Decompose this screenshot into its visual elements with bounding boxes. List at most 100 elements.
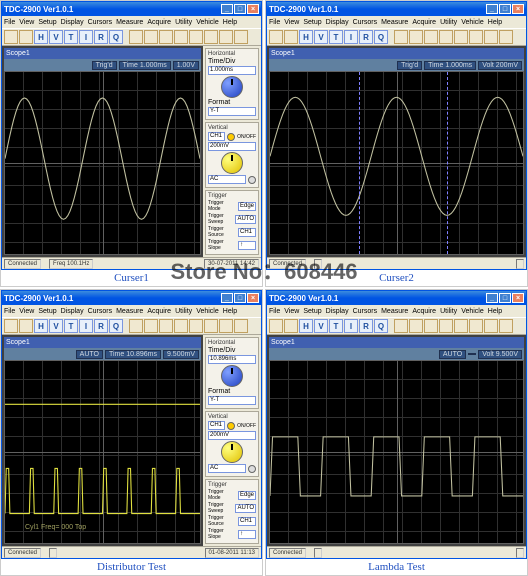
toolbar-q-button[interactable]: Q [109, 319, 123, 333]
cursor-line[interactable] [447, 72, 448, 254]
menu-utility[interactable]: Utility [175, 19, 192, 26]
toolbar-icon-4[interactable] [454, 30, 468, 44]
close-button[interactable]: × [247, 293, 259, 303]
menu-cursors[interactable]: Cursors [88, 19, 113, 26]
menu-help[interactable]: Help [223, 19, 237, 26]
menu-file[interactable]: File [269, 19, 280, 26]
timediv-input[interactable]: 1.000ms [208, 66, 256, 75]
maximize-button[interactable]: □ [499, 293, 511, 303]
toolbar-icon-0[interactable] [394, 30, 408, 44]
titlebar[interactable]: TDC-2900 Ver1.0.1 _ □ × [2, 2, 261, 16]
menu-view[interactable]: View [19, 308, 34, 315]
menu-help[interactable]: Help [488, 308, 502, 315]
toolbar-t-button[interactable]: T [64, 30, 78, 44]
toolbar-icon-5[interactable] [204, 319, 218, 333]
vertical-knob[interactable] [221, 152, 243, 174]
menu-utility[interactable]: Utility [440, 308, 457, 315]
toolbar-icon-2[interactable] [424, 30, 438, 44]
scope-canvas[interactable] [4, 71, 201, 255]
format-input[interactable]: Y-T [208, 396, 256, 405]
trig-sweep[interactable]: AUTO [235, 215, 256, 224]
volts-input[interactable]: 200mV [208, 431, 256, 440]
cursor-line[interactable] [359, 72, 360, 254]
vertical-knob[interactable] [221, 441, 243, 463]
toolbar-h-button[interactable]: H [299, 319, 313, 333]
toolbar-icon-5[interactable] [469, 30, 483, 44]
toolbar-open-icon[interactable] [4, 319, 18, 333]
trig-slope[interactable]: ↑ [238, 530, 256, 539]
menu-vehicle[interactable]: Vehicle [461, 19, 484, 26]
trig-src[interactable]: CH1 [238, 228, 256, 237]
menu-display[interactable]: Display [326, 308, 349, 315]
toolbar-save-icon[interactable] [284, 319, 298, 333]
menu-setup[interactable]: Setup [38, 308, 56, 315]
maximize-button[interactable]: □ [234, 293, 246, 303]
scope-canvas[interactable]: Cyl1 Freq= 000 Top [4, 360, 201, 544]
trig-mode[interactable]: Edge [238, 202, 256, 211]
ch-select[interactable]: CH1 [208, 421, 225, 430]
menu-view[interactable]: View [19, 19, 34, 26]
titlebar[interactable]: TDC-2900 Ver1.0.1 _ □ × [2, 291, 261, 305]
toolbar-icon-0[interactable] [129, 319, 143, 333]
toolbar-icon-1[interactable] [409, 319, 423, 333]
toolbar-q-button[interactable]: Q [374, 30, 388, 44]
scope-canvas[interactable] [269, 360, 524, 544]
menu-cursors[interactable]: Cursors [353, 19, 378, 26]
toolbar-v-button[interactable]: V [49, 319, 63, 333]
menu-setup[interactable]: Setup [303, 19, 321, 26]
close-button[interactable]: × [247, 4, 259, 14]
menu-cursors[interactable]: Cursors [353, 308, 378, 315]
ch-indicator[interactable] [227, 133, 235, 141]
horizontal-knob[interactable] [221, 76, 243, 98]
toolbar-open-icon[interactable] [4, 30, 18, 44]
menu-file[interactable]: File [269, 308, 280, 315]
menu-acquire[interactable]: Acquire [412, 308, 436, 315]
ch-select[interactable]: CH1 [208, 132, 225, 141]
coupling-input[interactable]: AC [208, 464, 246, 473]
timediv-input[interactable]: 10.896ms [208, 355, 256, 364]
menu-help[interactable]: Help [488, 19, 502, 26]
coupling-input[interactable]: AC [208, 175, 246, 184]
toolbar-r-button[interactable]: R [94, 30, 108, 44]
toolbar-icon-4[interactable] [454, 319, 468, 333]
menu-acquire[interactable]: Acquire [147, 19, 171, 26]
toolbar-icon-1[interactable] [409, 30, 423, 44]
menu-help[interactable]: Help [223, 308, 237, 315]
format-input[interactable]: Y-T [208, 107, 256, 116]
toolbar-icon-4[interactable] [189, 30, 203, 44]
toolbar-icon-3[interactable] [174, 30, 188, 44]
toolbar-icon-5[interactable] [469, 319, 483, 333]
menu-view[interactable]: View [284, 308, 299, 315]
menu-display[interactable]: Display [326, 19, 349, 26]
menu-cursors[interactable]: Cursors [88, 308, 113, 315]
trig-sweep[interactable]: AUTO [235, 504, 256, 513]
toolbar-icon-7[interactable] [499, 30, 513, 44]
toolbar-icon-2[interactable] [159, 30, 173, 44]
toolbar-v-button[interactable]: V [49, 30, 63, 44]
toolbar-icon-3[interactable] [439, 30, 453, 44]
toolbar-icon-0[interactable] [129, 30, 143, 44]
toolbar-icon-6[interactable] [219, 30, 233, 44]
minimize-button[interactable]: _ [486, 293, 498, 303]
toolbar-save-icon[interactable] [19, 30, 33, 44]
toolbar-v-button[interactable]: V [314, 30, 328, 44]
titlebar[interactable]: TDC-2900 Ver1.0.1 _ □ × [267, 291, 526, 305]
toolbar-i-button[interactable]: I [79, 319, 93, 333]
ch-indicator[interactable] [227, 422, 235, 430]
menu-vehicle[interactable]: Vehicle [196, 19, 219, 26]
toolbar-save-icon[interactable] [284, 30, 298, 44]
minimize-button[interactable]: _ [221, 293, 233, 303]
scope-canvas[interactable] [269, 71, 524, 255]
toolbar-icon-7[interactable] [234, 319, 248, 333]
menu-setup[interactable]: Setup [38, 19, 56, 26]
menu-measure[interactable]: Measure [381, 308, 408, 315]
menu-utility[interactable]: Utility [440, 19, 457, 26]
toolbar-q-button[interactable]: Q [374, 319, 388, 333]
toolbar-icon-1[interactable] [144, 30, 158, 44]
toolbar-icon-1[interactable] [144, 319, 158, 333]
toolbar-icon-7[interactable] [499, 319, 513, 333]
maximize-button[interactable]: □ [234, 4, 246, 14]
toolbar-r-button[interactable]: R [359, 319, 373, 333]
titlebar[interactable]: TDC-2900 Ver1.0.1 _ □ × [267, 2, 526, 16]
toolbar-icon-5[interactable] [204, 30, 218, 44]
